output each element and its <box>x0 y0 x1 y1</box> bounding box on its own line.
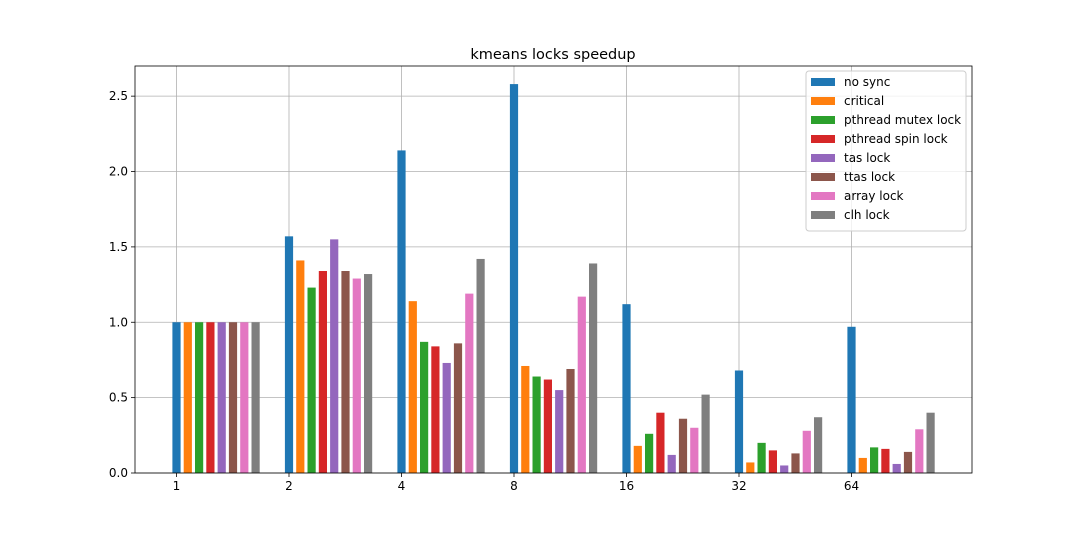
y-tick-label: 1.0 <box>109 315 128 329</box>
bar <box>509 84 519 473</box>
legend-label: pthread spin lock <box>844 132 948 146</box>
bar <box>645 433 654 473</box>
bar <box>442 362 451 473</box>
bar <box>364 274 373 473</box>
legend-swatch <box>811 78 835 86</box>
bar <box>757 442 766 473</box>
bar <box>352 278 361 473</box>
legend-swatch <box>811 97 835 105</box>
legend-label: tas lock <box>844 151 890 165</box>
legend-swatch <box>811 173 835 181</box>
bar <box>814 417 823 473</box>
x-tick-label: 32 <box>731 479 746 493</box>
bar <box>768 450 777 473</box>
legend-label: array lock <box>844 189 904 203</box>
legend-label: pthread mutex lock <box>844 113 961 127</box>
x-tick-label: 1 <box>173 479 181 493</box>
bar <box>296 260 305 473</box>
bar <box>420 341 429 473</box>
y-tick-label: 2.5 <box>109 89 128 103</box>
bar <box>217 322 226 473</box>
bar <box>589 263 598 473</box>
legend-swatch <box>811 135 835 143</box>
bar <box>408 301 417 473</box>
bar <box>555 390 564 473</box>
bar <box>183 322 192 473</box>
bar <box>453 343 463 473</box>
bar <box>195 322 204 473</box>
legend-swatch <box>811 211 835 219</box>
bar <box>701 394 710 473</box>
bars <box>172 84 935 474</box>
legend-swatch <box>811 192 835 200</box>
bar <box>746 462 755 473</box>
bar <box>307 287 316 473</box>
bar <box>858 457 867 473</box>
axes <box>134 65 973 474</box>
bar <box>926 412 935 473</box>
bar <box>678 418 688 473</box>
bar <box>903 451 913 473</box>
x-tick-label: 4 <box>398 479 406 493</box>
bar <box>577 296 586 473</box>
legend-box <box>805 70 967 232</box>
bar <box>341 271 350 473</box>
bar <box>397 150 406 474</box>
bar <box>543 379 552 473</box>
bar <box>521 365 530 473</box>
bar <box>330 239 339 473</box>
x-tick-label: 2 <box>285 479 293 493</box>
x-tick-label: 8 <box>510 479 518 493</box>
bar <box>847 326 856 473</box>
bar <box>251 322 260 473</box>
bar <box>881 448 890 473</box>
bar <box>734 370 744 473</box>
bar <box>892 463 901 473</box>
y-tick-label: 1.5 <box>109 240 128 254</box>
y-tick-label: 0.5 <box>109 391 128 405</box>
bar <box>566 368 575 473</box>
legend-label: ttas lock <box>844 170 895 184</box>
bar <box>206 322 215 473</box>
legend: no sync critical pthread mutex lock pthread… <box>805 70 967 232</box>
bar <box>431 346 440 473</box>
legend-label: critical <box>844 94 884 108</box>
plot-frame <box>134 65 973 474</box>
bar <box>172 322 181 473</box>
legend-label: clh lock <box>844 208 890 222</box>
chart-title: kmeans locks speedup <box>470 47 635 63</box>
x-tick-label: 64 <box>844 479 859 493</box>
bar <box>780 465 789 473</box>
legend-label: no sync <box>844 75 890 89</box>
bar <box>656 412 665 473</box>
bar <box>228 322 238 473</box>
bar <box>915 429 924 473</box>
bar <box>667 454 676 473</box>
bar <box>318 271 327 473</box>
legend-swatch <box>811 154 835 162</box>
x-tick-label: 16 <box>619 479 634 493</box>
bar <box>870 447 879 473</box>
bar <box>791 453 800 473</box>
bar <box>690 427 699 473</box>
bar <box>802 430 811 473</box>
bar <box>633 445 642 473</box>
bar <box>240 322 249 473</box>
legend-swatch <box>811 116 835 124</box>
bar <box>532 376 541 473</box>
bar <box>284 236 294 473</box>
bar <box>465 293 474 473</box>
y-tick-label: 0.0 <box>109 466 128 480</box>
bar <box>476 258 485 473</box>
bar <box>622 304 631 473</box>
y-tick-label: 2.0 <box>109 165 128 179</box>
ticks: 0.0 0.5 1.0 1.5 2.0 2.5 1 2 4 8 16 32 64 <box>109 89 859 493</box>
